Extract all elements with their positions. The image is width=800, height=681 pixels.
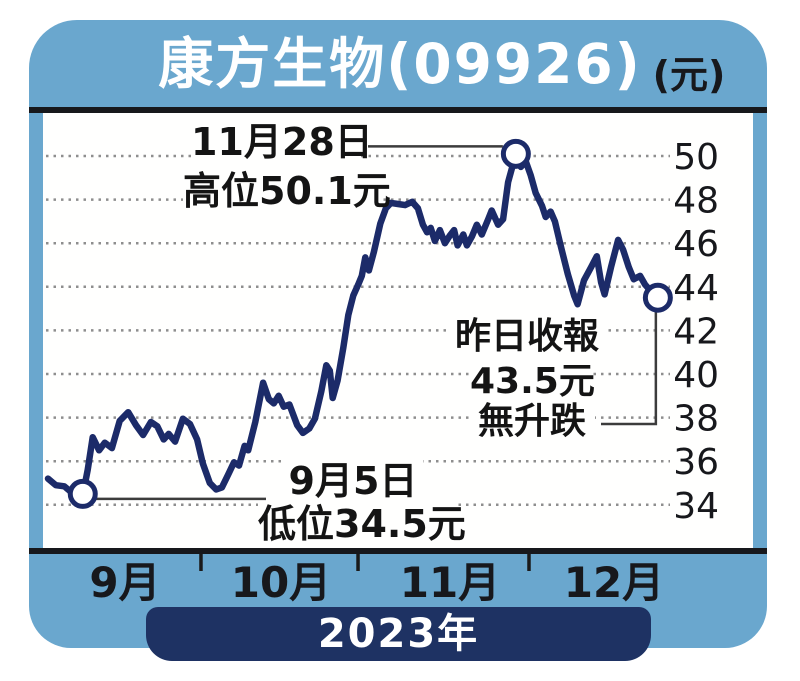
x-axis-label-nov: 11月	[399, 558, 501, 607]
bottom-rule	[29, 548, 767, 554]
year-pill: 2023年	[146, 607, 651, 661]
x-axis-label-sep: 9月	[89, 558, 161, 607]
annotation-close-title: 昨日收報	[447, 317, 607, 357]
annotation-close-value: 43.5元	[470, 361, 595, 402]
annotation-close-change: 無升跌	[469, 402, 595, 442]
x-axis-label-oct: 10月	[230, 558, 332, 607]
top-rule	[29, 107, 767, 113]
page-title: 康方生物(09926)	[158, 32, 642, 96]
annotation-high-value: 高位50.1元	[183, 169, 391, 213]
year-pill-label: 2023年	[317, 611, 480, 657]
annotation-low-date: 9月5日	[283, 459, 423, 503]
x-axis-label-dec: 12月	[563, 558, 665, 607]
unit-label: (元)	[652, 53, 726, 97]
annotation-high-date: 11月28日	[191, 120, 373, 164]
annotation-low-value: 低位34.5元	[258, 502, 466, 546]
